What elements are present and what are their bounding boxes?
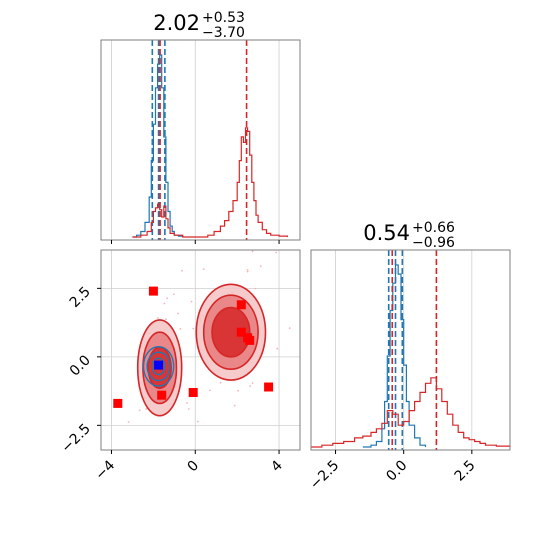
blue-contour-0-0 <box>151 357 166 376</box>
sample-dot <box>181 269 183 272</box>
sample-dot <box>275 251 277 254</box>
sample-dot <box>197 420 199 423</box>
sample-dot <box>254 287 257 290</box>
sample-dot <box>138 409 141 412</box>
joint-x-tick-label: 4 <box>268 457 286 475</box>
joint-panel: −4 0 4 −2.5 0.0 2.5 <box>58 227 333 483</box>
marginal-y-title-value: 0.54 <box>363 221 410 245</box>
sample-dot <box>331 317 333 319</box>
red-marker-8 <box>113 398 123 408</box>
sample-dot <box>249 385 252 388</box>
blue-marker <box>154 360 164 370</box>
joint-y-tick-label: 0.0 <box>67 352 94 379</box>
sample-dot <box>288 327 291 329</box>
sample-dot <box>208 389 211 392</box>
blue-contour-0-2 <box>142 345 175 387</box>
sample-dot <box>251 250 254 253</box>
sample-dot <box>179 328 182 330</box>
joint-x-tick-label: −4 <box>92 457 118 483</box>
sample-dot <box>202 268 205 270</box>
marginal-y-histogram-1 <box>311 377 511 448</box>
red-contour-0-0 <box>211 306 251 358</box>
marginal-x-panel: 2.02 +0.53 −3.70 <box>100 10 301 244</box>
marginal-x-frame <box>100 39 301 241</box>
joint-y-tick-label: 2.5 <box>67 284 94 311</box>
marginal-y-tick-label: −2.5 <box>307 458 342 493</box>
sample-dot <box>157 317 159 319</box>
sample-dot <box>237 389 240 392</box>
sample-dot <box>187 408 190 410</box>
sample-dot <box>165 318 167 321</box>
marginal-x-title-value: 2.02 <box>153 11 200 35</box>
sample-dot <box>127 421 130 423</box>
red-marker-0 <box>148 286 158 296</box>
joint-frame <box>100 249 301 451</box>
marginal-y-title-minus: −0.96 <box>412 235 455 251</box>
sample-dot <box>192 327 195 330</box>
sample-dot <box>251 382 254 384</box>
sample-dot <box>190 300 193 303</box>
sample-dot <box>259 265 262 268</box>
red-marker-4 <box>245 335 255 345</box>
red-marker-5 <box>157 390 167 400</box>
sample-dot <box>172 293 175 296</box>
sample-dot <box>166 297 169 300</box>
blue-contour-0-1 <box>146 351 171 382</box>
red-marker-7 <box>264 382 274 392</box>
marginal-y-tick-label: 0.0 <box>383 458 410 485</box>
sample-dot <box>246 270 249 273</box>
red-marker-2 <box>236 327 246 337</box>
sample-dot <box>219 381 222 384</box>
marginal-x-histogram-1 <box>132 127 288 238</box>
marginal-y-title-plus: +0.66 <box>412 220 455 236</box>
marginal-x-histogram-0 <box>132 54 184 238</box>
sample-dot <box>163 302 166 305</box>
sample-dot <box>233 404 236 407</box>
sample-dot <box>150 248 152 250</box>
red-marker-1 <box>236 300 246 310</box>
marginal-x-title-minus: −3.70 <box>202 25 245 41</box>
sample-dot <box>177 312 180 315</box>
sample-dot <box>186 402 188 404</box>
sample-dot <box>246 269 249 271</box>
marginal-y-panel: −2.5 0.0 2.5 0.54 +0.66 −0.96 <box>307 220 511 493</box>
sample-dot <box>276 347 279 350</box>
marginal-y-histogram-0 <box>362 264 427 448</box>
sample-dot <box>145 408 148 410</box>
joint-y-tick-label: −2.5 <box>58 421 93 456</box>
sample-dot <box>177 227 179 229</box>
red-marker-6 <box>188 388 198 397</box>
joint-x-tick-label: 0 <box>184 458 202 476</box>
marginal-x-title-plus: +0.53 <box>202 10 245 26</box>
marginal-y-tick-label: 2.5 <box>452 458 479 485</box>
marginal-y-frame <box>310 249 511 451</box>
